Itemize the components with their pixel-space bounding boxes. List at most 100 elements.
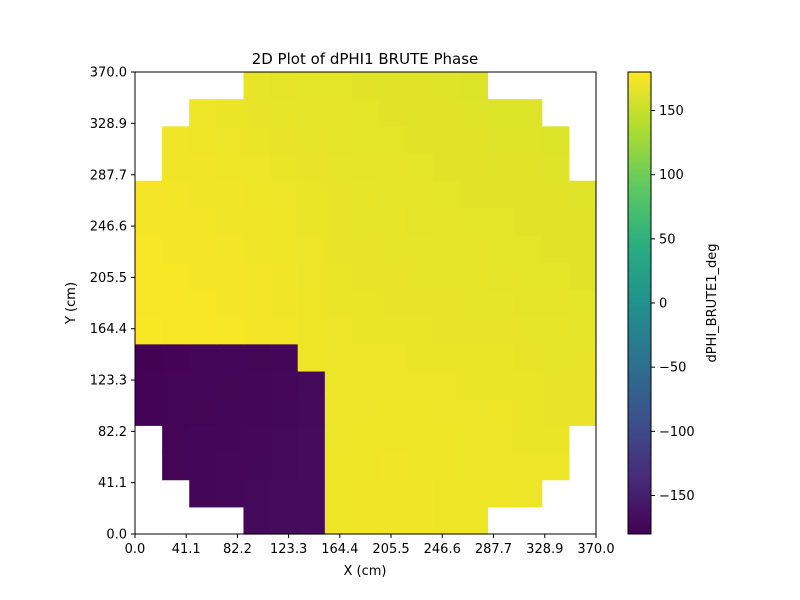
heatmap-cell	[297, 316, 326, 345]
heatmap-cell	[270, 153, 299, 182]
heatmap-cell	[216, 370, 245, 399]
heatmap-cell	[379, 262, 407, 291]
x-tick-label: 164.4	[321, 542, 358, 557]
heatmap-cell	[243, 235, 272, 263]
heatmap-cell	[406, 180, 434, 209]
heatmap-cell	[460, 398, 489, 426]
colorbar-tick-label: 100	[659, 168, 684, 183]
heatmap-cell	[243, 262, 272, 291]
heatmap-cell	[433, 479, 462, 508]
x-tick-label: 41.1	[172, 542, 201, 557]
heatmap-cell	[162, 126, 190, 155]
heatmap-cell	[324, 452, 353, 481]
heatmap-cell	[243, 72, 272, 100]
heatmap-cell	[297, 262, 326, 291]
heatmap-cell	[460, 235, 489, 263]
heatmap-cell	[135, 343, 163, 372]
x-tick-label: 287.7	[475, 542, 512, 557]
heatmap-cell	[541, 262, 570, 291]
heatmap-cell	[243, 289, 272, 318]
heatmap-cell	[487, 479, 516, 508]
heatmap-cell	[162, 370, 190, 399]
heatmap-cell	[189, 289, 217, 318]
heatmap-cell	[243, 180, 272, 209]
heatmap-cell	[406, 99, 434, 127]
heatmap-cell	[460, 99, 489, 127]
heatmap-cell	[351, 207, 380, 236]
heatmap-cell	[297, 289, 326, 318]
heatmap-cell	[487, 235, 516, 263]
heatmap-cell	[324, 99, 353, 127]
heatmap-cell	[162, 316, 190, 345]
heatmap-cell	[189, 99, 217, 127]
heatmap-cell	[351, 343, 380, 372]
heatmap-cell	[406, 153, 434, 182]
heatmap-cell	[514, 262, 543, 291]
heatmap-cell	[135, 207, 163, 236]
heatmap-cell	[243, 126, 272, 155]
heatmap-cell	[541, 289, 570, 318]
colorbar-tick-label: −50	[659, 361, 686, 376]
heatmap-cell	[487, 99, 516, 127]
heatmap-cell	[216, 180, 245, 209]
heatmap-cell	[351, 479, 380, 508]
heatmap-cell	[324, 180, 353, 209]
heatmap-cell	[297, 99, 326, 127]
heatmap-cell	[135, 289, 163, 318]
heatmap-cell	[270, 262, 299, 291]
heatmap-cell	[379, 398, 407, 426]
heatmap-cell	[433, 72, 462, 100]
y-tick-label: 205.5	[90, 271, 127, 286]
heatmap-cell	[297, 398, 326, 426]
colorbar-tick-label: 0	[659, 297, 667, 312]
heatmap-cell	[433, 506, 462, 535]
heatmap-cell	[216, 153, 245, 182]
colorbar-label: dPHI_BRUTE1_deg	[705, 243, 720, 362]
heatmap-cell	[433, 289, 462, 318]
y-axis-label: Y (cm)	[64, 282, 79, 325]
heatmap-cell	[216, 207, 245, 236]
heatmap-cell	[297, 506, 326, 535]
heatmap-cell	[297, 370, 326, 399]
heatmap-cell	[243, 452, 272, 481]
heatmap-cell	[379, 506, 407, 535]
heatmap-cell	[216, 398, 245, 426]
heatmap-cell	[541, 370, 570, 399]
heatmap-cell	[487, 316, 516, 345]
heatmap-cell	[379, 207, 407, 236]
heatmap-cell	[433, 180, 462, 209]
heatmap-cell	[297, 72, 326, 100]
heatmap-cell	[433, 343, 462, 372]
heatmap-cell	[162, 180, 190, 209]
heatmap-cell	[568, 180, 597, 209]
heatmap-cell	[406, 506, 434, 535]
heatmap-cell	[189, 398, 217, 426]
heatmap-cell	[379, 180, 407, 209]
heatmap-cell	[135, 180, 163, 209]
heatmap-cell	[487, 343, 516, 372]
heatmap-cell	[243, 153, 272, 182]
heatmap-cell	[243, 207, 272, 236]
heatmap-cell	[433, 262, 462, 291]
heatmap-cell	[379, 99, 407, 127]
heatmap-cell	[324, 289, 353, 318]
heatmap-cell	[379, 126, 407, 155]
heatmap-cell	[487, 180, 516, 209]
heatmap-cell	[135, 398, 163, 426]
heatmap-cell	[487, 370, 516, 399]
heatmap-cell	[379, 289, 407, 318]
heatmap-cell	[243, 425, 272, 454]
x-tick-label: 123.3	[270, 542, 307, 557]
heatmap-cell	[351, 262, 380, 291]
heatmap-cell	[514, 153, 543, 182]
heatmap-cell	[324, 126, 353, 155]
heatmap-cell	[270, 479, 299, 508]
heatmap-cell	[270, 425, 299, 454]
heatmap-cell	[514, 370, 543, 399]
y-tick-label: 82.2	[98, 425, 127, 440]
heatmap-cell	[568, 370, 597, 399]
heatmap-cell	[406, 479, 434, 508]
chart-title: 2D Plot of dPHI1 BRUTE Phase	[252, 50, 479, 68]
heatmap-cell	[216, 99, 245, 127]
heatmap-cell	[189, 180, 217, 209]
